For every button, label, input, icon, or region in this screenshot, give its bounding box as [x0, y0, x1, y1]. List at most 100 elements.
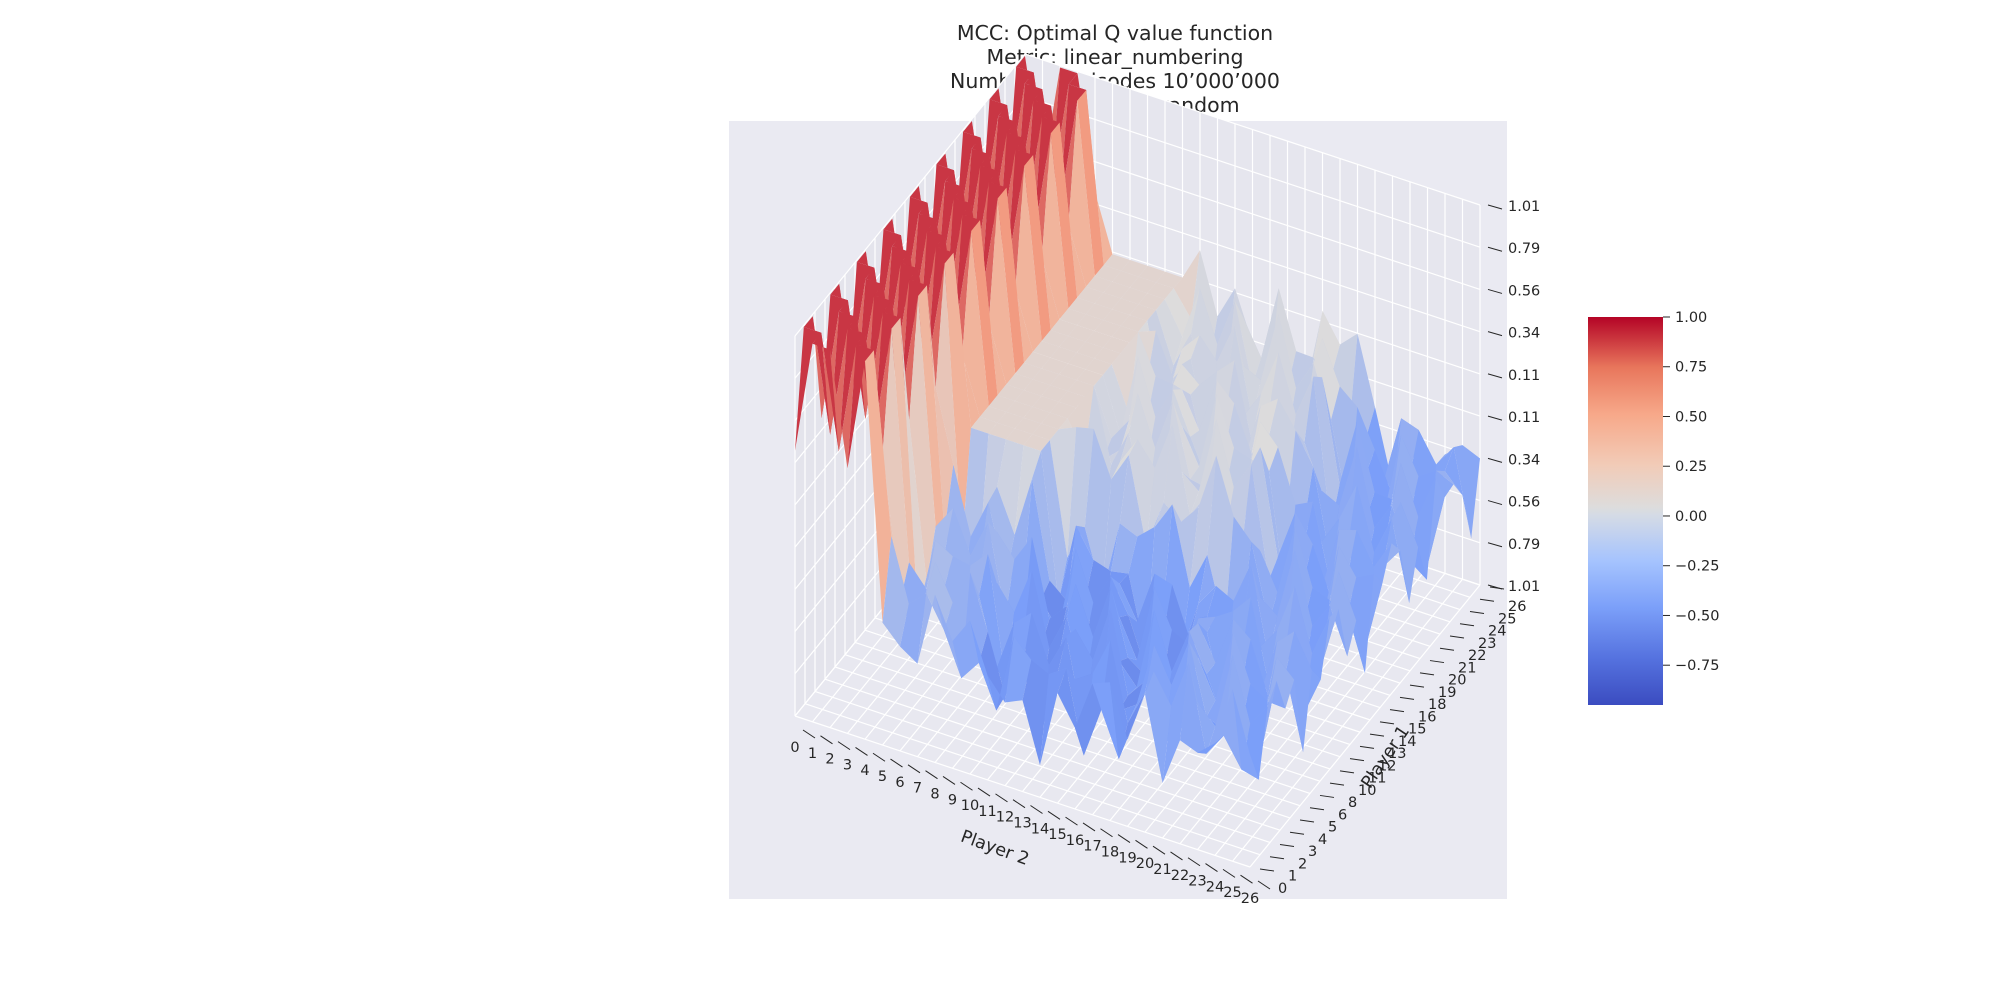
tick-mark	[1012, 799, 1026, 809]
tick-mark	[1030, 805, 1043, 814]
surface-facet	[1128, 439, 1155, 546]
surface-facet	[1057, 616, 1085, 691]
tick-mark	[1487, 204, 1503, 210]
surface-facet	[1206, 619, 1234, 723]
surface-facet	[1250, 639, 1277, 696]
y-tick-label: 10	[1358, 783, 1376, 799]
surface-facet	[1077, 90, 1104, 276]
tick-mark	[1100, 828, 1113, 838]
surface-facet	[1129, 304, 1156, 321]
surface-facet	[1156, 299, 1183, 366]
surface-facet	[1059, 308, 1086, 326]
tick-mark	[1379, 721, 1395, 725]
surface-facet	[926, 285, 954, 532]
y-tick-label: 1	[1288, 869, 1297, 885]
surface-facet	[917, 593, 944, 664]
surface-facet	[980, 181, 1007, 306]
y-tick-label: 11	[1368, 771, 1386, 787]
colorbar: 1.00 0.75 0.50 0.25 0.00 −0.25 −0.50 −0.75	[1588, 310, 1719, 705]
tick-mark	[1065, 816, 1078, 826]
surface-facet	[979, 553, 1006, 681]
x-tick-label: 14	[1031, 821, 1049, 837]
tick-mark	[1487, 373, 1503, 379]
surface-facet	[1059, 122, 1086, 298]
surface-facet	[1067, 427, 1094, 558]
surface-facet	[1085, 330, 1112, 348]
surface-facet	[1121, 287, 1148, 305]
floor-grid-line	[844, 654, 1301, 807]
y-tick-label: 23	[1478, 636, 1496, 652]
colorbar-tick-label: −0.75	[1675, 658, 1719, 674]
surface-facet	[891, 317, 918, 614]
surface-facet	[952, 620, 979, 679]
floor-grid-line	[824, 678, 1281, 831]
surface-facet	[1251, 541, 1278, 623]
surface-facet	[978, 631, 1006, 711]
y-tick-label: 12	[1378, 758, 1396, 774]
surface-facet	[1374, 418, 1402, 495]
colorbar-tick-label: 0.50	[1675, 409, 1707, 425]
surface-facet	[1041, 357, 1068, 375]
surface-facet	[1173, 250, 1200, 320]
tick-mark	[1459, 623, 1475, 627]
surface-facet	[1145, 671, 1172, 783]
y-tick-label: 18	[1428, 697, 1446, 713]
tick-mark	[1479, 598, 1495, 602]
surface-facet	[1330, 421, 1358, 528]
surface-facet	[1102, 455, 1129, 594]
surface-facet	[1005, 478, 1033, 582]
surface-facet	[1040, 668, 1067, 766]
y-tick-label: 24	[1488, 624, 1506, 640]
tick-mark	[1439, 647, 1455, 651]
surface-facet	[1382, 518, 1410, 604]
x-tick-label: 4	[860, 763, 869, 779]
surface-facet	[979, 406, 1007, 423]
surface-facet	[1259, 680, 1286, 763]
surface-facet	[1453, 445, 1480, 539]
surface-facet	[1331, 333, 1358, 436]
z-tick-label: 1.01	[1508, 199, 1540, 215]
surface-facet	[1032, 368, 1059, 386]
surface-facet	[1146, 423, 1173, 546]
surface-facet	[830, 344, 857, 469]
surface-facet	[1207, 455, 1234, 628]
surface-facet	[1014, 417, 1042, 435]
tick-mark	[1205, 863, 1218, 872]
surface-facet	[1313, 376, 1340, 528]
tick-mark	[960, 781, 973, 791]
floor-grid-line	[804, 703, 1261, 856]
tick-mark	[1429, 660, 1445, 664]
surface-facet	[1023, 379, 1051, 396]
surface-facet	[1189, 455, 1217, 588]
surface-facet	[1032, 396, 1059, 413]
surface-facet	[1049, 427, 1077, 558]
tick-mark	[1487, 584, 1503, 590]
tick-mark	[1487, 542, 1503, 548]
surface-facet	[1111, 523, 1138, 574]
surface-facet	[1067, 352, 1095, 370]
surface-facet	[1022, 660, 1049, 766]
tick-mark	[855, 747, 868, 756]
surface-facet	[1076, 314, 1104, 331]
x-tick-label: 23	[1188, 874, 1206, 890]
tick-mark	[1269, 856, 1285, 860]
surface-facet	[1006, 428, 1033, 446]
title-line-1: MCC: Optimal Q value function	[957, 21, 1273, 45]
y-tick-label: 0	[1278, 881, 1287, 897]
surface-facet	[1181, 358, 1209, 446]
surface-facet	[1015, 362, 1042, 380]
colorbar-tick-label: 0.25	[1675, 459, 1707, 475]
tick-mark	[1240, 874, 1253, 884]
surface-facet	[1391, 502, 1419, 604]
y-tick-label: 2	[1298, 856, 1307, 872]
y-tick-label: 4	[1318, 832, 1327, 848]
surface-facet	[1050, 401, 1077, 419]
surface-facet	[1268, 526, 1295, 626]
surface-facet	[1173, 335, 1200, 379]
surface-facet	[1120, 315, 1148, 332]
surface-facet	[971, 220, 998, 407]
surface-facet	[1050, 122, 1078, 309]
back-grid-line	[1024, 137, 1481, 291]
surface-facet	[1033, 116, 1060, 241]
surface-facet	[1057, 636, 1084, 729]
